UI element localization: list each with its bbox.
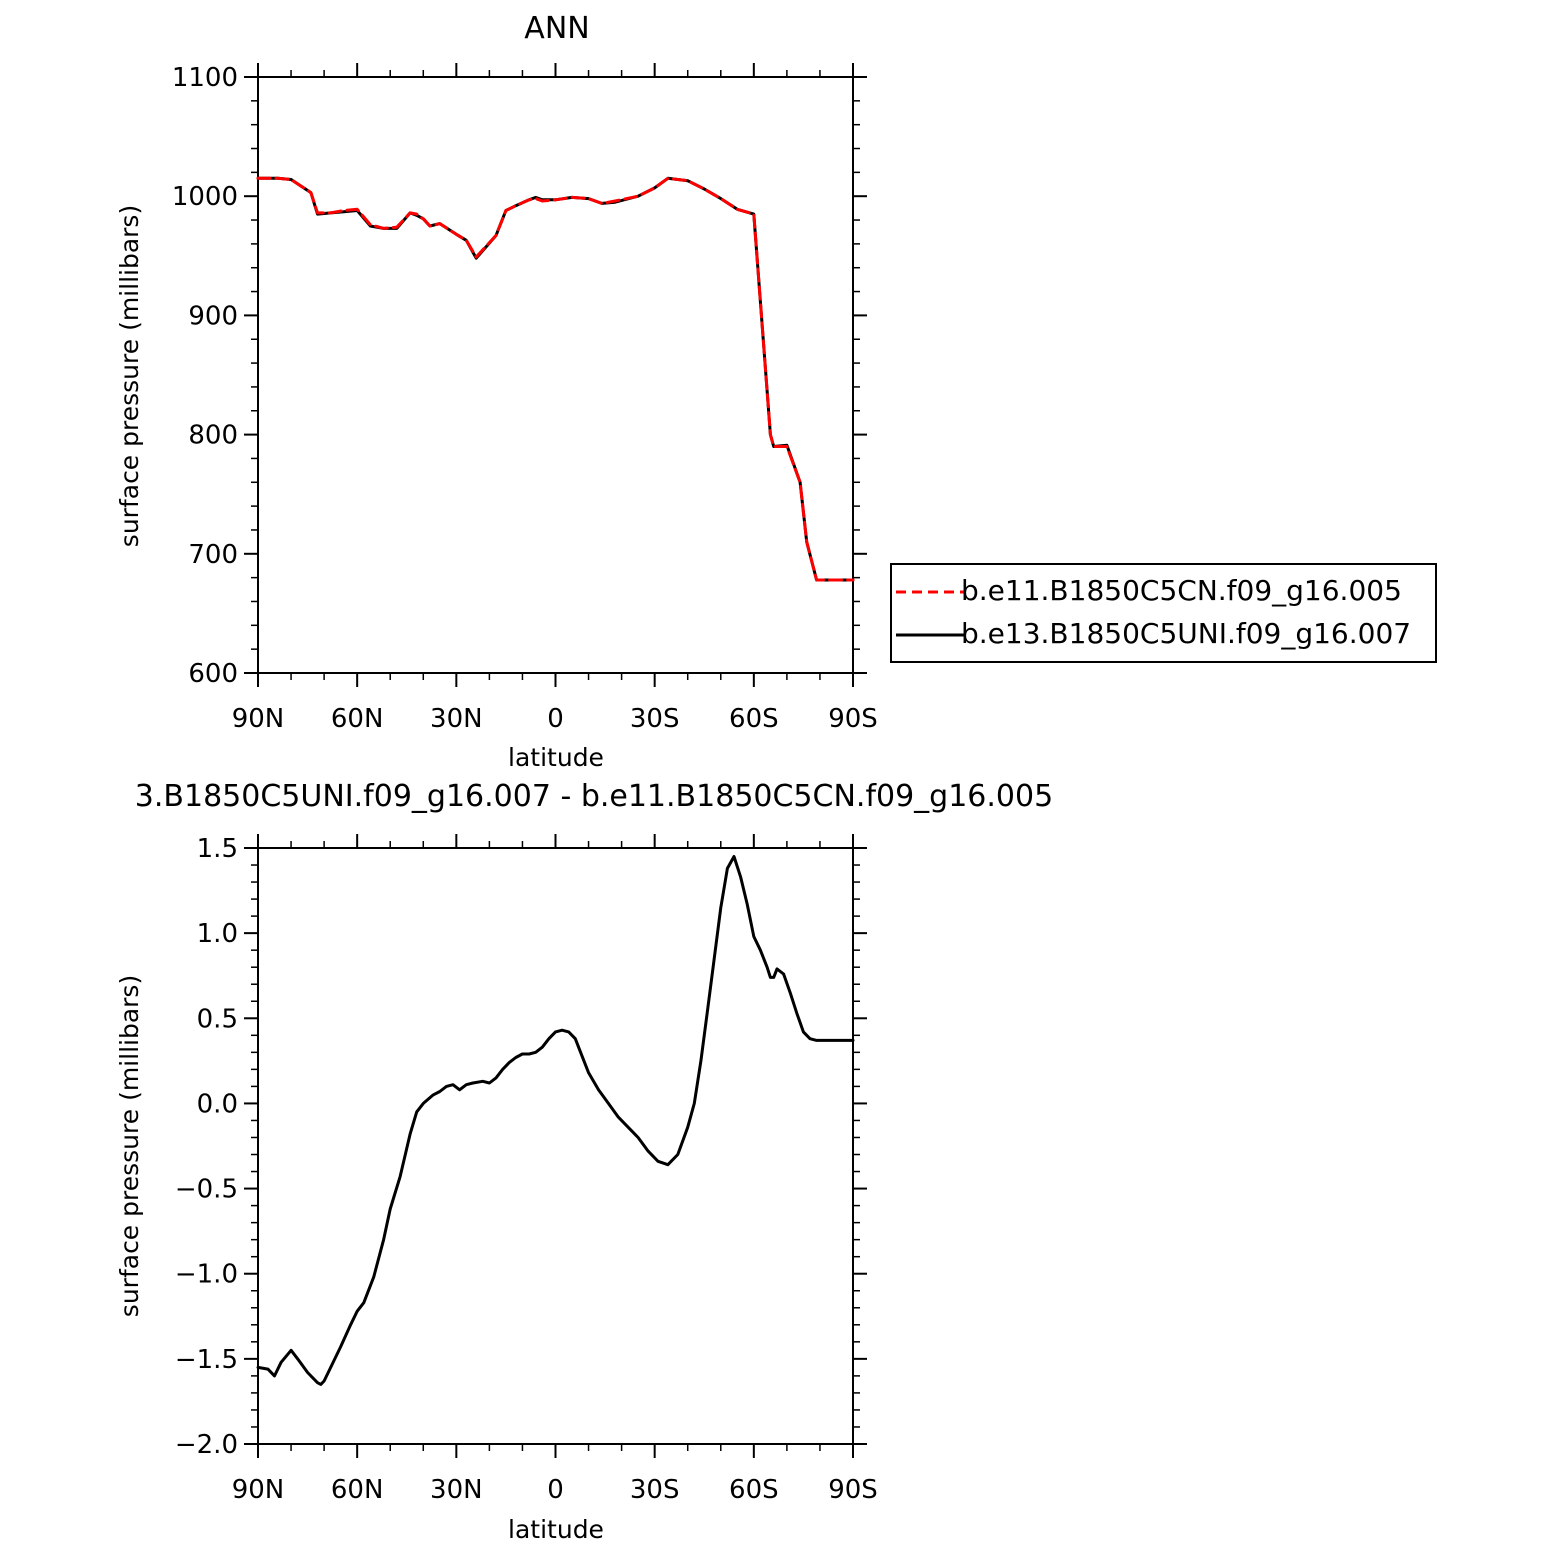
bottom-x-tick-label: 60S	[729, 1475, 779, 1505]
top-y-tick-label: 600	[188, 659, 238, 689]
legend-label-series-2: b.e13.B1850C5UNI.f09_g16.007	[961, 617, 1411, 650]
top-y-axis-label: surface pressure (millibars)	[115, 205, 144, 547]
bottom-series-line-1	[256, 855, 855, 1386]
bottom-x-tick-label: 90S	[828, 1475, 878, 1505]
top-y-tick-label: 1000	[172, 182, 238, 212]
bottom-x-tick-label: 30S	[630, 1475, 680, 1505]
top-x-tick-label: 90S	[828, 704, 878, 734]
bottom-x-axis-label: latitude	[508, 1515, 604, 1544]
bottom-x-tick-label: 30N	[430, 1475, 483, 1505]
top-x-tick-label: 60N	[331, 704, 384, 734]
bottom-chart-title: 3.B1850C5UNI.f09_g16.007 - b.e11.B1850C5…	[135, 779, 1053, 814]
bottom-y-tick-label: 1.0	[197, 919, 238, 949]
legend-label-series-1: b.e11.B1850C5CN.f09_g16.005	[961, 574, 1402, 607]
top-y-tick-label: 800	[188, 421, 238, 451]
top-x-tick-label: 30S	[630, 704, 680, 734]
top-y-tick-label: 900	[188, 301, 238, 331]
top-chart-title: ANN	[524, 11, 589, 46]
top-x-tick-label: 30N	[430, 704, 483, 734]
bottom-x-tick-label: 60N	[331, 1475, 384, 1505]
bottom-y-tick-label: 1.5	[197, 834, 238, 864]
top-legend: b.e11.B1850C5CN.f09_g16.005 b.e13.B1850C…	[890, 563, 1437, 663]
top-x-tick-label: 60S	[729, 704, 779, 734]
top-series-line-1	[256, 176, 855, 582]
bottom-y-tick-label: 0.0	[197, 1089, 238, 1119]
bottom-y-axis-label: surface pressure (millibars)	[115, 975, 144, 1317]
bottom-panel: 3.B1850C5UNI.f09_g16.007 - b.e11.B1850C5…	[115, 779, 1053, 1544]
bottom-x-tick-label: 90N	[232, 1475, 285, 1505]
top-y-tick-label: 700	[188, 540, 238, 570]
bottom-x-tick-label: 0	[547, 1475, 564, 1505]
bottom-y-tick-label: 0.5	[197, 1004, 238, 1034]
top-series-line-2	[256, 176, 855, 582]
bottom-y-tick-label: −0.5	[175, 1175, 238, 1205]
top-plot-frame	[257, 76, 854, 674]
top-x-tick-label: 90N	[232, 704, 285, 734]
top-panel: ANN latitude surface pressure (millibars…	[115, 11, 878, 772]
top-x-tick-label: 0	[547, 704, 564, 734]
bottom-y-tick-label: −1.5	[175, 1345, 238, 1375]
top-x-axis-label: latitude	[508, 743, 604, 772]
bottom-plot-frame	[257, 847, 854, 1445]
top-y-tick-label: 1100	[172, 63, 238, 93]
legend-box	[890, 563, 1437, 663]
bottom-y-tick-label: −1.0	[175, 1260, 238, 1290]
bottom-y-tick-label: −2.0	[175, 1430, 238, 1460]
